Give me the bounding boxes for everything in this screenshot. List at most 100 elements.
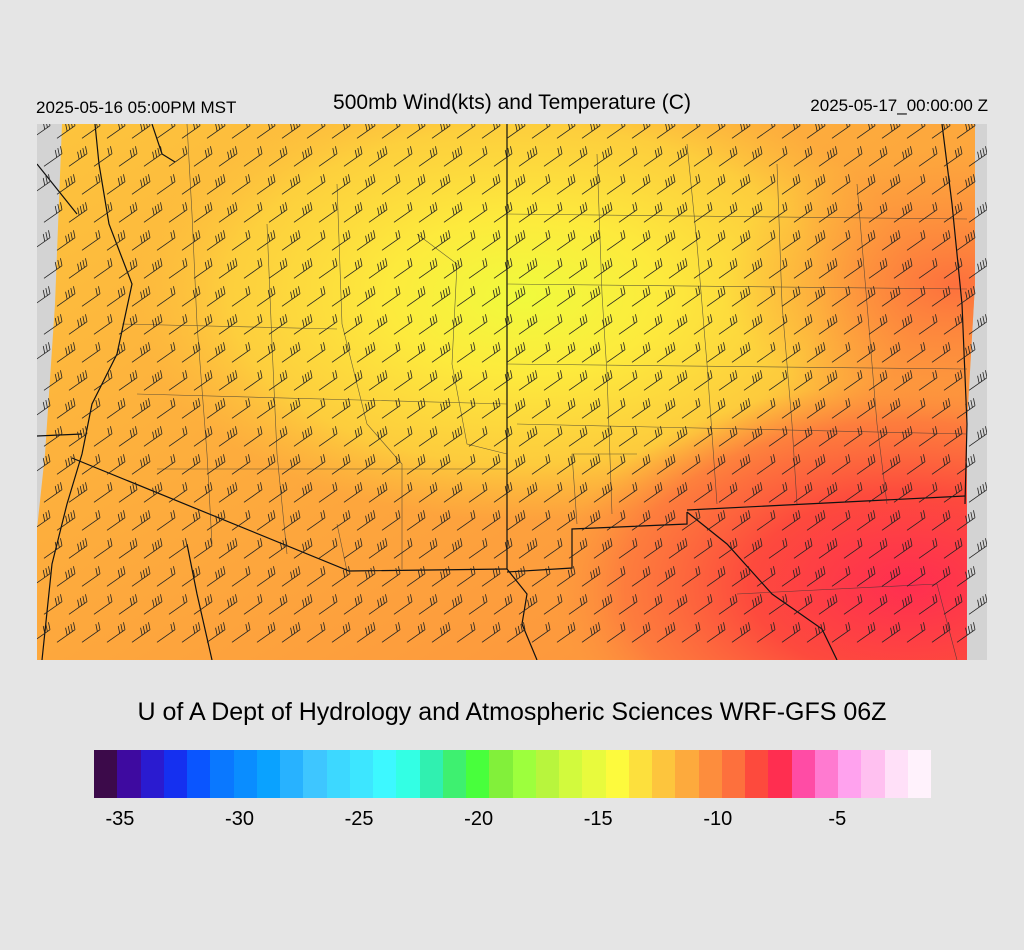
wind-barb-icon: [581, 622, 601, 643]
wind-barb-icon: [943, 594, 963, 615]
wind-barb-icon: [456, 622, 476, 643]
wind-barb-icon: [931, 398, 951, 419]
wind-barb-icon: [131, 124, 151, 139]
wind-barb-icon: [818, 482, 838, 503]
wind-barb-icon: [781, 510, 801, 531]
wind-barb-icon: [531, 124, 551, 139]
wind-barb-icon: [56, 566, 76, 587]
wind-barb-icon: [568, 314, 588, 335]
map-canvas: [37, 124, 987, 660]
wind-barb-icon: [293, 202, 313, 223]
wind-barb-icon: [968, 146, 987, 167]
wind-barb-icon: [256, 566, 276, 587]
wind-barb-icon: [631, 454, 651, 475]
wind-barb-icon: [681, 398, 701, 419]
wind-barb-icon: [718, 146, 738, 167]
wind-barb-icon: [543, 314, 563, 335]
wind-barb-icon: [81, 230, 101, 251]
wind-barb-icon: [168, 426, 188, 447]
wind-barb-icon: [293, 538, 313, 559]
wind-barb-icon: [731, 174, 751, 195]
wind-barb-icon: [443, 426, 463, 447]
wind-barb-icon: [43, 426, 63, 447]
wind-barb-icon: [581, 510, 601, 531]
wind-barb-icon: [68, 258, 88, 279]
wind-barb-icon: [781, 454, 801, 475]
colorbar-swatch: [838, 750, 862, 798]
colorbar-swatch: [419, 750, 443, 798]
wind-barb-icon: [331, 342, 351, 363]
wind-barb-icon: [843, 146, 863, 167]
colorbar-tick-label: -5: [828, 808, 847, 830]
wind-barb-icon: [431, 286, 451, 307]
wind-barb-icon: [743, 258, 763, 279]
colorbar-swatch: [233, 750, 257, 798]
wind-barb-icon: [556, 342, 576, 363]
temperature-colorbar: [94, 750, 931, 798]
wind-barb-icon: [606, 124, 626, 139]
wind-barb-icon: [781, 566, 801, 587]
wind-barb-icon: [881, 342, 901, 363]
wind-barb-icon: [868, 538, 888, 559]
wind-barb-icon: [731, 398, 751, 419]
wind-barb-icon: [393, 314, 413, 335]
wind-barb-icon: [431, 230, 451, 251]
wind-barb-icon: [418, 426, 438, 447]
wind-barb-icon: [118, 146, 138, 167]
wind-barb-icon: [368, 482, 388, 503]
wind-barb-icon: [943, 482, 963, 503]
wind-barb-icon: [931, 566, 951, 587]
wind-barb-icon: [393, 482, 413, 503]
wind-barb-icon: [906, 124, 926, 139]
wind-barb-icon: [93, 370, 113, 391]
wind-barb-icon: [456, 286, 476, 307]
colorbar-swatch: [187, 750, 211, 798]
wind-barb-icon: [181, 510, 201, 531]
wind-barb-icon: [281, 230, 301, 251]
wind-barb-icon: [218, 202, 238, 223]
wind-barb-icon: [893, 482, 913, 503]
wind-barb-icon: [193, 538, 213, 559]
wind-barb-icon: [93, 146, 113, 167]
wind-barb-icon: [943, 370, 963, 391]
wind-barb-icon: [543, 258, 563, 279]
wind-barb-icon: [468, 314, 488, 335]
wind-barb-icon: [37, 124, 51, 139]
wind-barb-icon: [93, 258, 113, 279]
wind-barb-icon: [56, 230, 76, 251]
wind-barb-icon: [643, 538, 663, 559]
wind-barb-icon: [331, 398, 351, 419]
wind-barb-icon: [331, 124, 351, 139]
wind-barb-icon: [106, 174, 126, 195]
wind-barb-icon: [931, 622, 951, 643]
wind-barb-icon: [656, 342, 676, 363]
wind-barb-icon: [393, 426, 413, 447]
wind-barb-icon: [443, 370, 463, 391]
colorbar-swatch: [605, 750, 629, 798]
wind-barb-icon: [881, 510, 901, 531]
wind-barb-icon: [356, 286, 376, 307]
wind-barb-icon: [643, 482, 663, 503]
wind-barb-icon: [906, 454, 926, 475]
colorbar-swatch: [745, 750, 769, 798]
wind-barb-icon: [818, 258, 838, 279]
wind-barb-icon: [318, 370, 338, 391]
wind-barb-icon: [181, 566, 201, 587]
wind-barb-icon: [581, 124, 601, 139]
wind-barb-icon: [356, 510, 376, 531]
wind-barb-icon: [618, 146, 638, 167]
wind-barb-icon: [368, 314, 388, 335]
wind-barb-icon: [643, 146, 663, 167]
wind-barb-icon: [293, 146, 313, 167]
wind-barb-icon: [531, 286, 551, 307]
wind-barb-icon: [493, 426, 513, 447]
wind-barb-icon: [168, 482, 188, 503]
wind-barb-icon: [631, 510, 651, 531]
wind-barb-icon: [356, 622, 376, 643]
wind-barb-icon: [431, 398, 451, 419]
wind-barb-icon: [281, 566, 301, 587]
wind-barb-icon: [181, 230, 201, 251]
wind-barb-icon: [781, 286, 801, 307]
wind-barb-icon: [818, 314, 838, 335]
wind-barb-icon: [506, 510, 526, 531]
